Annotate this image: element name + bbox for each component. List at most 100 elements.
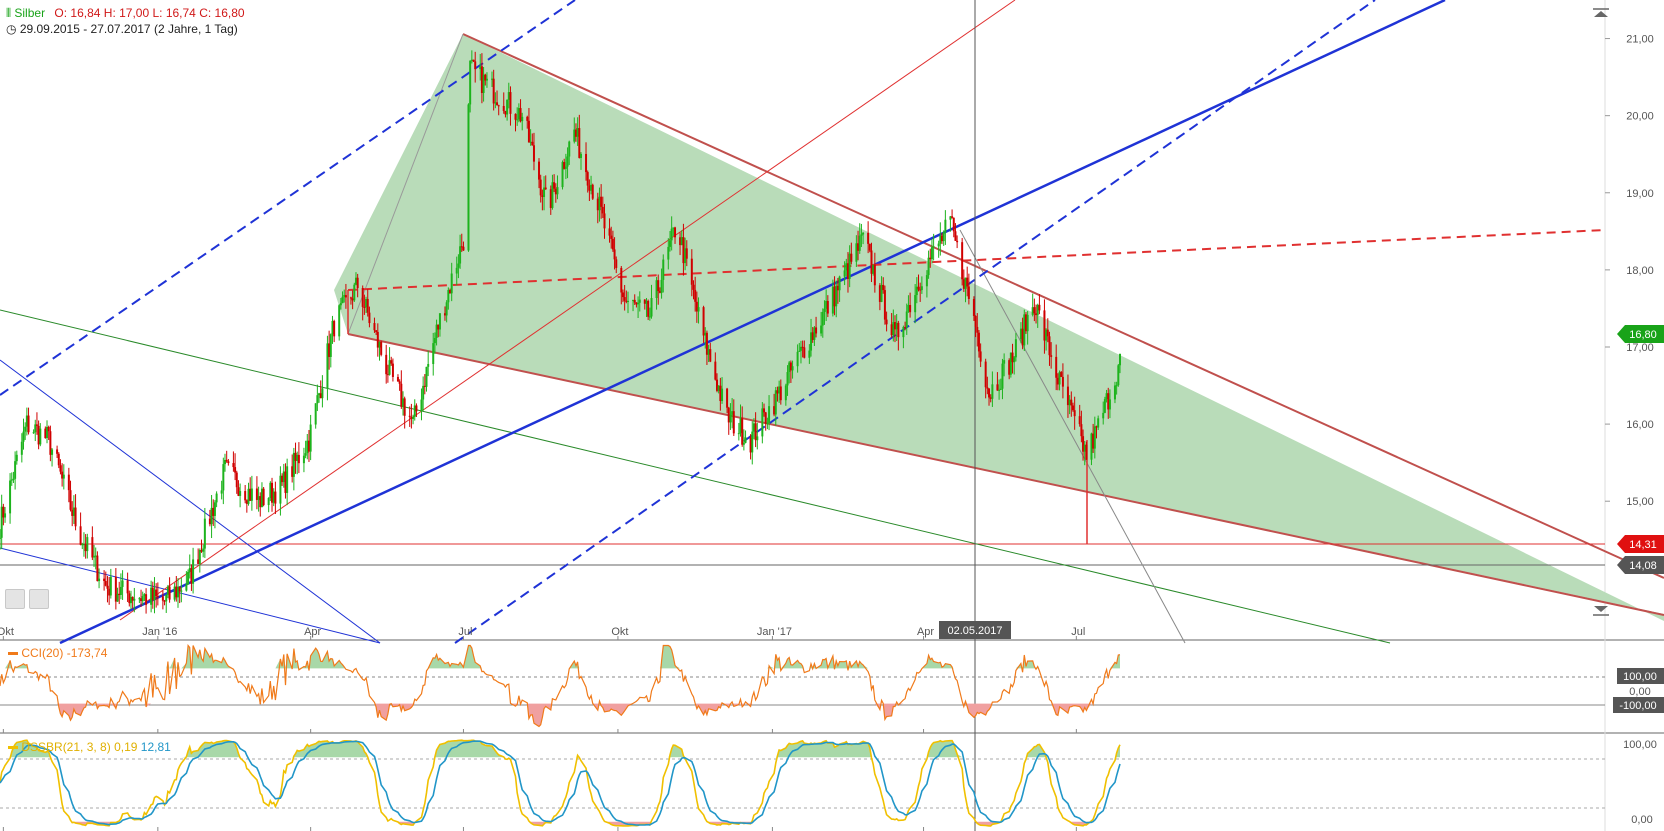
candle-body <box>811 332 814 340</box>
candle-body <box>212 507 215 516</box>
scroll-up-icon[interactable] <box>1593 8 1609 17</box>
candle-body <box>445 302 448 316</box>
candle-body <box>449 289 452 294</box>
candle-body <box>564 166 567 169</box>
candle-body <box>1107 393 1110 410</box>
candle-body <box>239 491 242 496</box>
candle-body <box>178 586 181 592</box>
candle-body <box>902 327 905 338</box>
candle-body <box>504 110 507 115</box>
scroll-down-icon[interactable] <box>1593 606 1609 616</box>
candle-body <box>808 350 811 358</box>
candle-body <box>469 60 472 105</box>
candle-body <box>403 398 406 416</box>
candle-body <box>400 383 403 407</box>
candle-body <box>529 141 532 143</box>
candle-body <box>282 471 285 483</box>
y-tick-label: 15,00 <box>1626 496 1654 508</box>
y-axis: 21,00 20,00 19,00 18,00 17,00 16,00 15,00 <box>1605 34 1654 508</box>
candle-body <box>306 440 309 454</box>
candle-body <box>714 361 717 380</box>
candle-body <box>1008 360 1011 375</box>
candle-body <box>1119 353 1121 366</box>
candle-body <box>1024 314 1027 332</box>
candle-body <box>1014 339 1017 358</box>
candle-body <box>621 292 624 298</box>
x-tick-label: Jul <box>458 626 472 638</box>
candle-body <box>257 496 260 500</box>
candle-body <box>796 351 799 367</box>
candle-body <box>0 506 3 538</box>
candle-body <box>774 390 777 415</box>
candle-body <box>598 196 601 211</box>
y-tick-label: 21,00 <box>1626 34 1654 46</box>
support1-badge: 14,31 <box>1617 535 1664 553</box>
candle-body <box>563 162 566 169</box>
blue-thin-line-2 <box>0 547 381 644</box>
candle-body <box>815 327 818 334</box>
candle-body <box>375 330 378 332</box>
candle-body <box>94 555 97 557</box>
candle-body <box>813 327 816 340</box>
candle-body <box>801 346 804 348</box>
candle-body <box>658 291 661 293</box>
cci-label: CCI(20) -173,74 <box>8 646 107 660</box>
candle-body <box>247 488 250 504</box>
candle-body <box>492 78 495 104</box>
candle-body <box>1073 410 1076 417</box>
symbol-name[interactable]: Silber <box>14 6 46 20</box>
candle-body <box>1050 355 1053 357</box>
candle-body <box>810 332 813 351</box>
candle-body <box>764 412 767 424</box>
cci-legend-swatch <box>8 652 18 656</box>
candle-body <box>333 320 336 337</box>
candle-body <box>140 598 143 602</box>
candle-body <box>180 590 183 592</box>
candle-body <box>566 156 569 167</box>
last-price-badge: 16,80 <box>1617 325 1664 343</box>
candle-body <box>872 264 875 274</box>
candle-body <box>761 408 764 437</box>
support1-text: 14,31 <box>1629 539 1657 551</box>
candle-body <box>39 428 42 445</box>
candle-body <box>274 491 277 504</box>
gray-line <box>959 229 1186 644</box>
candle-body <box>153 589 156 601</box>
candle-body <box>9 480 12 514</box>
candle-body <box>526 116 529 121</box>
candle-body <box>163 600 166 602</box>
x-tick-label: Okt <box>0 626 14 638</box>
candle-body <box>895 322 898 330</box>
candle-body <box>202 548 205 552</box>
candle-body <box>12 478 15 480</box>
y-tick-label: 19,00 <box>1626 188 1654 200</box>
candle-body <box>1082 436 1085 452</box>
candle-body <box>917 286 920 290</box>
candle-body <box>34 424 37 433</box>
candle-body <box>574 129 577 137</box>
candle-body <box>833 286 836 307</box>
candle-body <box>573 129 576 142</box>
candle-body <box>1117 365 1120 386</box>
candle-body <box>470 59 473 61</box>
candle-body <box>927 257 930 276</box>
candle-body <box>657 280 660 292</box>
save-icon[interactable] <box>5 589 25 609</box>
candle-body <box>272 491 275 503</box>
settings-icon[interactable] <box>29 589 49 609</box>
candle-body <box>682 237 685 264</box>
candle-body <box>857 243 860 251</box>
candle-body <box>954 231 957 241</box>
candle-body <box>482 74 485 94</box>
ohlc-values: O: 16,84 H: 17,00 L: 16,74 C: 16,80 <box>54 6 245 20</box>
cci-tick-0: 0,00 <box>1629 686 1650 698</box>
chart-type-icon[interactable]: ⫴ <box>6 6 12 20</box>
candle-body <box>74 507 77 527</box>
candle-body <box>447 289 450 303</box>
candle-body <box>974 315 977 327</box>
candle-body <box>729 414 732 423</box>
candle-body <box>519 108 522 122</box>
candle-body <box>286 466 289 493</box>
candle-body <box>210 507 213 525</box>
